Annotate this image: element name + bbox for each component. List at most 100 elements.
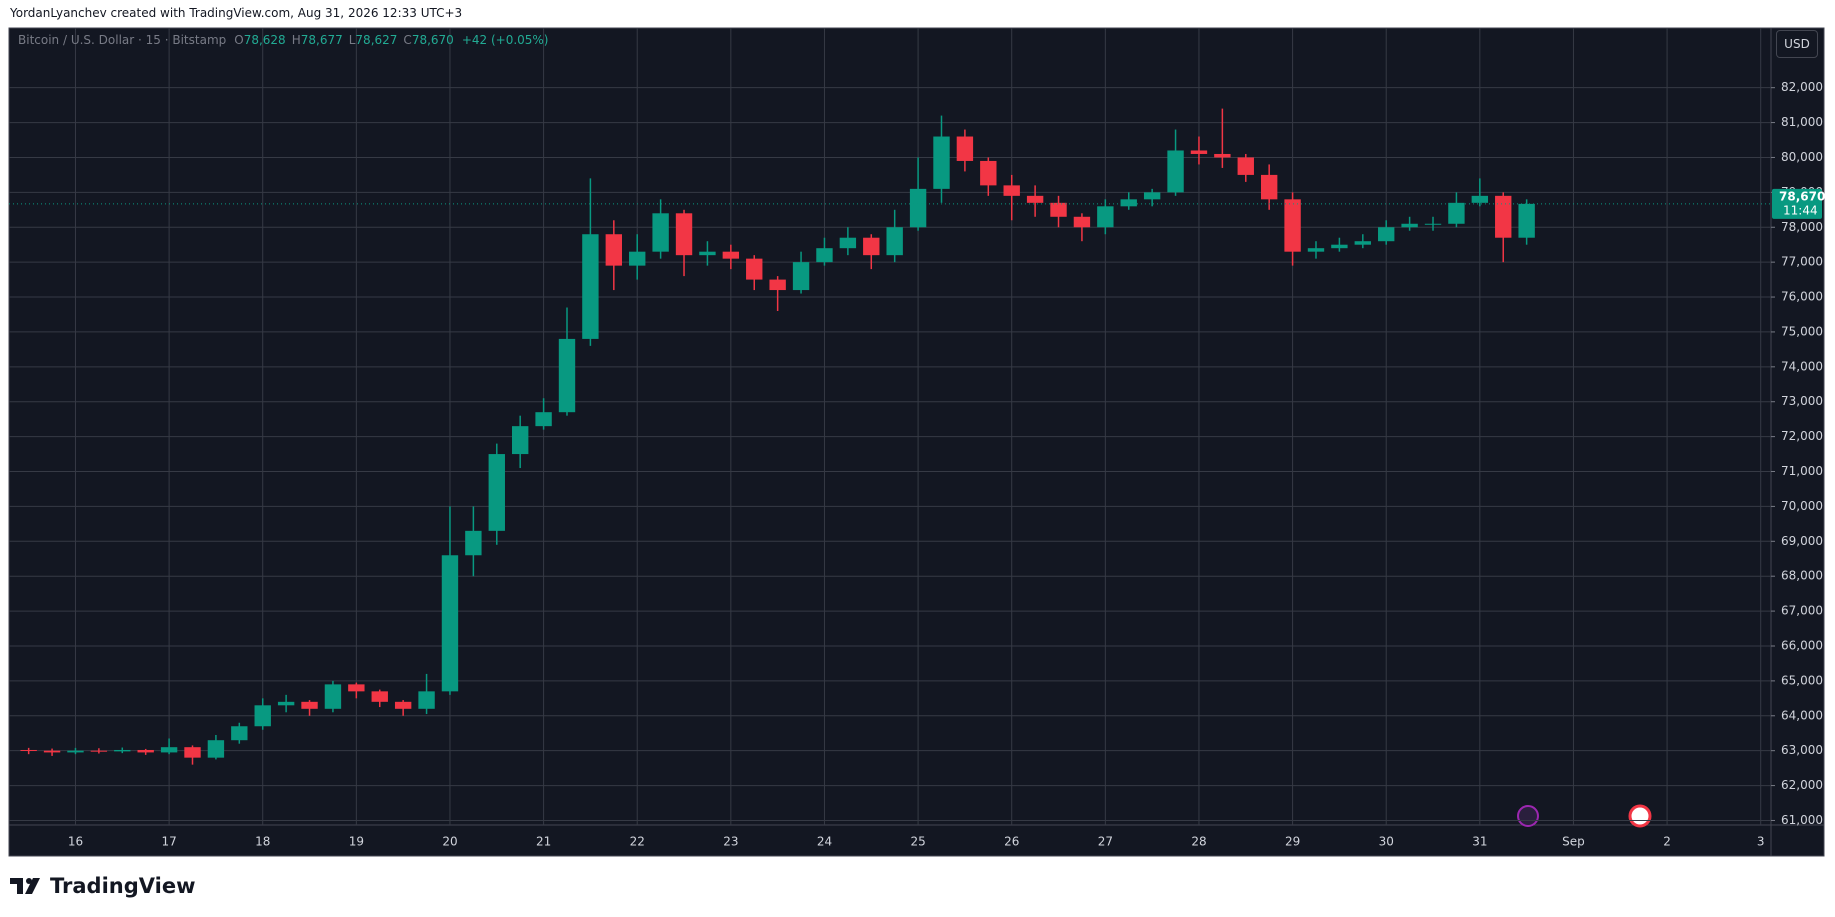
y-tick-label: 78,000 [1781, 220, 1823, 234]
ohlc-item: O78,628 [234, 33, 285, 47]
y-tick-label: 64,000 [1781, 708, 1823, 722]
x-tick-label: 2 [1663, 835, 1671, 849]
ohlc-item: C78,670 [403, 33, 453, 47]
y-tick-label: 61,000 [1781, 813, 1823, 827]
candle-body [465, 530, 482, 556]
x-tick-label: 20 [442, 835, 457, 849]
candle-body [1003, 185, 1020, 196]
candle-body [511, 426, 529, 455]
y-tick-label: 65,000 [1781, 673, 1823, 687]
candle-body [792, 262, 810, 291]
ohlc-key: L [348, 33, 356, 47]
candle-body [1331, 244, 1348, 249]
candle-body [67, 750, 84, 753]
x-tick-label: 17 [161, 835, 176, 849]
ohlc-key: O [234, 33, 244, 47]
x-tick-label: 27 [1098, 835, 1113, 849]
candle-body [90, 750, 108, 752]
candle-body [1448, 202, 1465, 224]
x-tick-label: 21 [536, 835, 551, 849]
ohlc-item: L78,627 [349, 33, 398, 47]
candle-body [1471, 195, 1489, 203]
ohlc-item: H78,677 [292, 33, 343, 47]
x-tick-label: 31 [1472, 835, 1487, 849]
candle-body [348, 684, 365, 692]
candle-body [1120, 199, 1137, 207]
candle-body [1284, 199, 1301, 252]
candle-body [652, 213, 669, 252]
ohlc-value: 78,670 [411, 33, 454, 47]
y-tick-label: 75,000 [1781, 324, 1823, 338]
event-icon[interactable] [1628, 804, 1652, 828]
currency-button[interactable]: USD [1776, 30, 1818, 58]
y-tick-label: 63,000 [1781, 743, 1823, 757]
candle-body [1073, 216, 1091, 228]
x-tick-label: Sep [1562, 835, 1585, 849]
candle-body [582, 234, 599, 339]
y-tick-label: 73,000 [1781, 394, 1823, 408]
y-tick-label: 81,000 [1781, 115, 1823, 129]
change: +42 (+0.05%) [461, 33, 549, 47]
last-price-box [1772, 188, 1822, 219]
candle-body [254, 705, 271, 727]
candle-body [909, 188, 927, 228]
candle-body [1214, 153, 1231, 158]
legend: Bitcoin / U.S. Dollar · 15 · Bitstamp O7… [18, 33, 549, 47]
x-tick-label: 26 [1004, 835, 1019, 849]
x-tick-label: 23 [723, 835, 738, 849]
candle-body [137, 749, 154, 753]
candle-body [1050, 202, 1067, 217]
candle-body [816, 248, 833, 263]
brand-name: TradingView [50, 874, 196, 898]
ohlc-value: 78,627 [355, 33, 398, 47]
candle-body [1401, 223, 1418, 228]
candle-body [371, 691, 388, 702]
candle-body [1378, 227, 1395, 242]
candle-body [886, 227, 903, 256]
candle-body [1354, 241, 1371, 245]
symbol-title: Bitcoin / U.S. Dollar · 15 · Bitstamp [18, 33, 227, 47]
candle-body [301, 701, 318, 709]
candle-body [43, 750, 61, 753]
y-tick-label: 70,000 [1781, 499, 1823, 513]
ohlc-value: 78,628 [243, 33, 286, 47]
candle-body [956, 136, 974, 161]
event-icon[interactable] [1517, 805, 1539, 827]
candle-body [160, 747, 178, 753]
x-tick-label: 18 [255, 835, 270, 849]
candle-body [535, 412, 552, 427]
candle-body [675, 213, 693, 256]
candle-body [769, 279, 786, 291]
last-price-label: 78,670 [1779, 189, 1825, 203]
candle-body [1143, 192, 1161, 200]
candle-body [746, 258, 763, 280]
candle-body [722, 251, 740, 259]
ohlc-key: C [403, 33, 412, 47]
candle-body [1424, 223, 1442, 225]
x-tick-label: 16 [68, 835, 83, 849]
candle-body [699, 251, 716, 256]
candle-body [1495, 195, 1512, 238]
countdown-label: 11:44 [1783, 203, 1818, 217]
header: YordanLyanchev created with TradingView.… [10, 6, 463, 20]
x-tick-label: 29 [1285, 835, 1300, 849]
candle-body [1518, 203, 1535, 238]
candle-body [980, 160, 997, 186]
ohlc-key: H [291, 33, 301, 47]
candle-body [863, 237, 880, 256]
candle-body [1167, 150, 1184, 193]
candle-body [1190, 150, 1208, 154]
candle-body [114, 749, 131, 752]
candle-body [394, 701, 412, 709]
y-tick-label: 62,000 [1781, 778, 1823, 792]
candle-body [629, 251, 646, 266]
x-tick-label: 25 [910, 835, 925, 849]
candle-body [20, 749, 37, 751]
y-tick-label: 71,000 [1781, 464, 1823, 478]
x-tick-label: 30 [1379, 835, 1394, 849]
y-tick-label: 67,000 [1781, 604, 1823, 618]
logo-mark [10, 878, 40, 894]
candle-body [324, 684, 342, 709]
candle-body [231, 726, 248, 741]
